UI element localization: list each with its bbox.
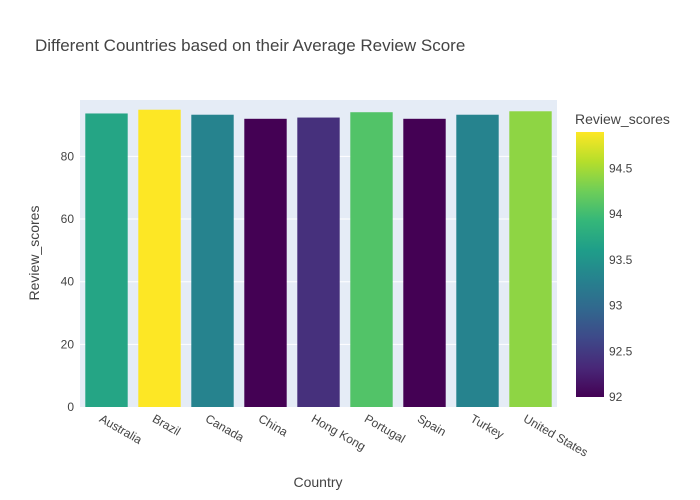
- y-axis-ticks: 0 20 40 60 80: [61, 149, 75, 414]
- colorbar: [576, 132, 604, 397]
- x-tick-label: Australia: [97, 411, 145, 447]
- chart-title: Different Countries based on their Avera…: [35, 36, 465, 55]
- colorbar-ticks: 92 92.5 93 93.5 94 94.5: [609, 162, 633, 404]
- bars-group: [85, 109, 552, 408]
- colorbar-tick-label: 92.5: [609, 344, 633, 358]
- colorbar-tick-label: 92: [609, 390, 623, 404]
- y-axis-title: Review_scores: [26, 206, 42, 301]
- x-tick-label: United States: [521, 411, 590, 459]
- colorbar-tick-label: 94: [609, 207, 623, 221]
- y-tick-label: 40: [61, 275, 75, 289]
- colorbar-tick-label: 94.5: [609, 162, 633, 176]
- bar-brazil[interactable]: [138, 109, 181, 407]
- x-tick-label: Portugal: [362, 411, 408, 445]
- x-axis-ticks: Australia Brazil Canada China Hong KongPortu…: [97, 411, 590, 459]
- bar-spain[interactable]: [403, 118, 446, 407]
- x-tick-label: Spain: [415, 411, 449, 438]
- bar-turkey[interactable]: [456, 114, 499, 407]
- y-tick-label: 0: [67, 400, 74, 414]
- x-tick-label: Turkey: [468, 411, 506, 441]
- bar-united-states[interactable]: [509, 111, 552, 407]
- bar-hong-kong[interactable]: [297, 117, 340, 408]
- y-tick-label: 60: [61, 212, 75, 226]
- x-axis-title: Country: [293, 474, 342, 490]
- x-tick-label: Hong Kong: [309, 411, 368, 453]
- bar-canada[interactable]: [191, 114, 234, 407]
- x-tick-label: Brazil: [150, 411, 183, 438]
- x-tick-label: China: [256, 411, 290, 439]
- colorbar-title: Review_scores: [575, 111, 670, 127]
- bar-portugal[interactable]: [350, 112, 393, 407]
- colorbar-tick-label: 93: [609, 299, 623, 313]
- y-tick-label: 20: [61, 337, 75, 351]
- bar-australia[interactable]: [85, 113, 128, 408]
- x-tick-label: Canada: [203, 411, 247, 444]
- colorbar-tick-label: 93.5: [609, 253, 633, 267]
- y-tick-label: 80: [61, 149, 75, 163]
- bar-china[interactable]: [244, 118, 287, 407]
